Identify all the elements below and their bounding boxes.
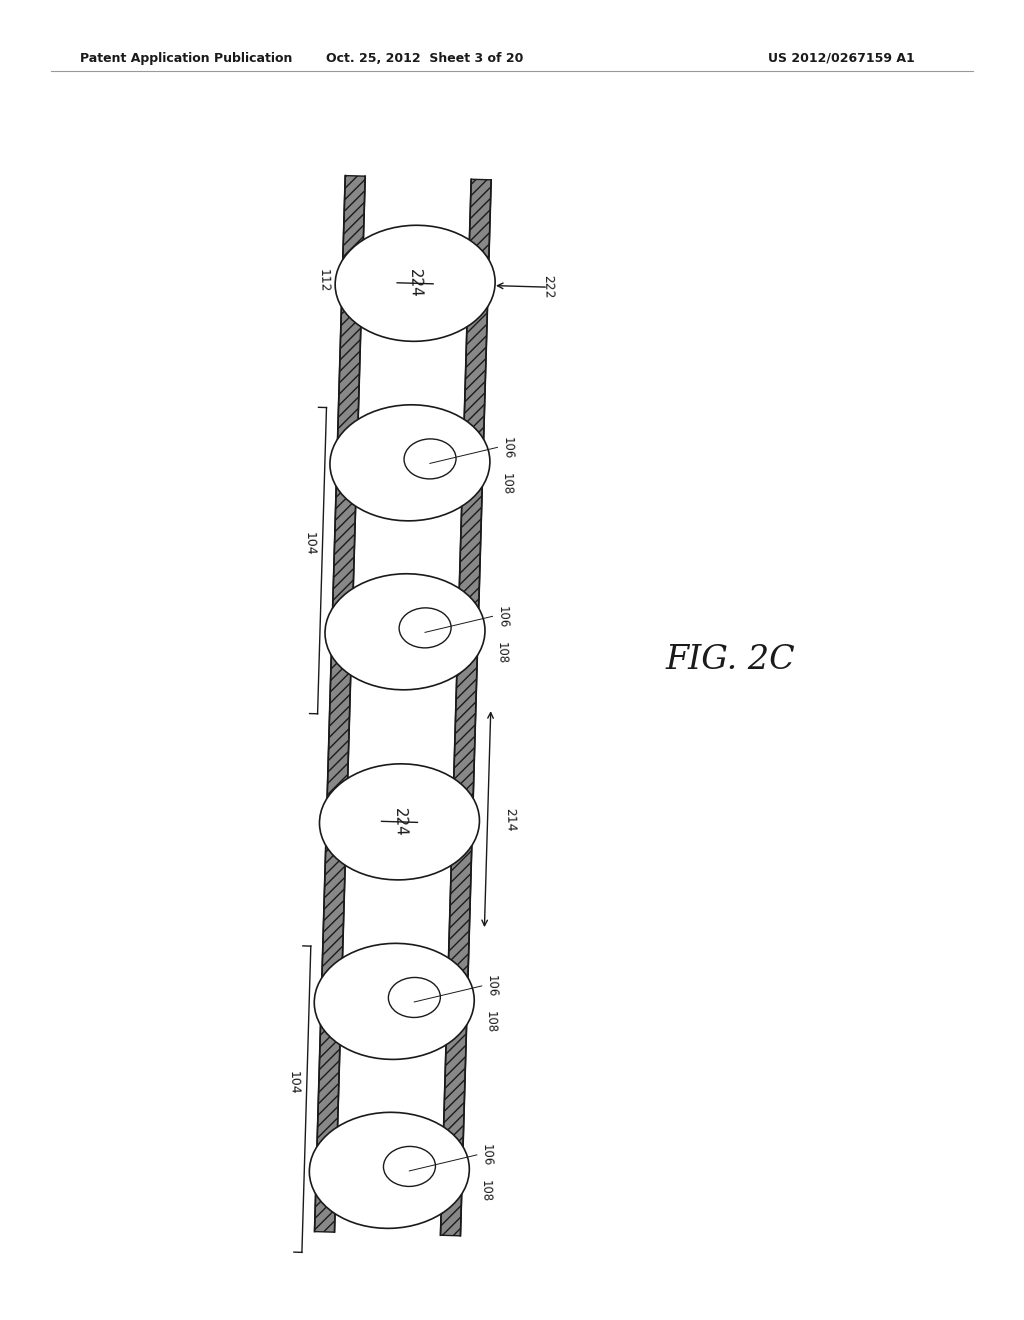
Text: 110: 110 xyxy=(476,273,489,297)
Ellipse shape xyxy=(388,978,440,1018)
Ellipse shape xyxy=(325,574,485,690)
Ellipse shape xyxy=(404,440,456,479)
Text: 108: 108 xyxy=(500,473,513,495)
Text: Patent Application Publication: Patent Application Publication xyxy=(80,51,292,65)
Text: 106: 106 xyxy=(496,606,509,628)
Ellipse shape xyxy=(399,609,452,648)
Text: 108: 108 xyxy=(495,642,508,664)
Text: 108: 108 xyxy=(484,1011,498,1034)
Ellipse shape xyxy=(309,1113,469,1229)
Text: 222: 222 xyxy=(542,275,555,300)
Ellipse shape xyxy=(383,1147,435,1187)
Text: 106: 106 xyxy=(480,1144,494,1167)
Text: 104: 104 xyxy=(287,1071,300,1094)
Text: 106: 106 xyxy=(501,437,514,459)
Text: FIG. 2C: FIG. 2C xyxy=(666,644,796,676)
Text: 108: 108 xyxy=(479,1180,493,1203)
Text: US 2012/0267159 A1: US 2012/0267159 A1 xyxy=(768,51,914,65)
Polygon shape xyxy=(314,176,366,1232)
Text: Oct. 25, 2012  Sheet 3 of 20: Oct. 25, 2012 Sheet 3 of 20 xyxy=(327,51,523,65)
Ellipse shape xyxy=(319,764,479,880)
Text: 104: 104 xyxy=(302,532,316,556)
Text: 112: 112 xyxy=(316,269,330,293)
Ellipse shape xyxy=(335,226,496,342)
Text: 224: 224 xyxy=(391,808,408,837)
Ellipse shape xyxy=(330,405,489,521)
Polygon shape xyxy=(440,180,492,1236)
Text: 224: 224 xyxy=(408,269,423,298)
Text: 214: 214 xyxy=(503,808,516,832)
Ellipse shape xyxy=(314,944,474,1060)
Text: 106: 106 xyxy=(485,975,499,998)
